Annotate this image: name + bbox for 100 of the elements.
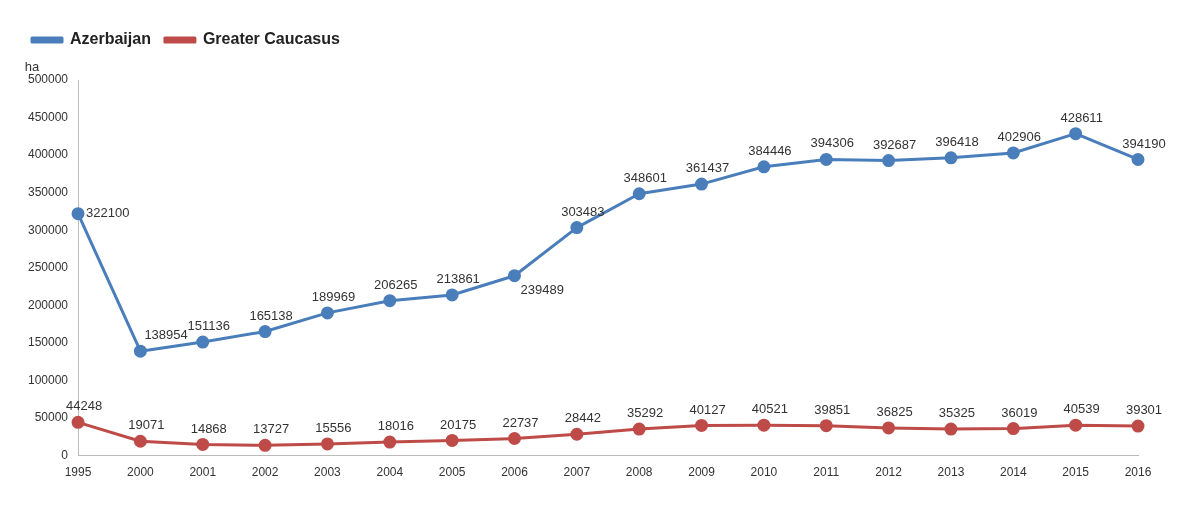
point: [944, 422, 958, 436]
x-tick-label: 2014: [999, 465, 1027, 480]
legend-label: Azerbaijan: [70, 30, 151, 48]
data-label: 13727: [253, 421, 290, 437]
y-axis-title: ha: [24, 59, 40, 75]
point: [71, 207, 85, 221]
x-tick-label: 2004: [376, 465, 404, 480]
point: [258, 325, 272, 339]
data-label: 396418: [935, 133, 979, 149]
x-tick-label: 2010: [750, 465, 778, 480]
point: [133, 344, 147, 358]
data-label: 303483: [561, 203, 605, 219]
point: [819, 419, 833, 433]
point: [757, 160, 771, 174]
x-tick-label: 2000: [127, 465, 155, 480]
data-label: 138954: [144, 327, 188, 343]
point: [196, 335, 210, 349]
point: [508, 269, 521, 283]
x-tick-label: 2006: [501, 465, 529, 480]
x-tick-label: 2009: [688, 465, 716, 480]
point: [882, 154, 896, 168]
data-label: 402906: [997, 129, 1041, 145]
point: [695, 418, 709, 432]
y-tick-label: 200000: [28, 297, 69, 312]
data-label: 19071: [128, 417, 165, 433]
point: [1069, 418, 1083, 432]
data-label: 394190: [1122, 135, 1166, 151]
y-tick-label: 150000: [28, 335, 69, 350]
point: [445, 433, 459, 447]
data-label: 151136: [187, 318, 230, 334]
x-tick-label: 2005: [438, 465, 466, 480]
x-tick-label: 2013: [937, 465, 965, 480]
data-label: 361437: [685, 160, 730, 176]
data-label: 22737: [502, 414, 539, 430]
point: [819, 152, 833, 166]
y-tick-label: 300000: [28, 222, 69, 237]
point: [757, 418, 771, 432]
x-tick-label: 2015: [1062, 465, 1090, 480]
data-label: 36825: [876, 404, 913, 420]
x-tick-label: 2007: [563, 465, 591, 480]
legend-label: Greater Caucasus: [202, 30, 340, 48]
data-label: 206265: [374, 276, 418, 292]
x-tick-label: 2011: [813, 465, 840, 480]
point: [944, 151, 958, 165]
point: [632, 187, 646, 201]
data-label: 213861: [436, 271, 480, 287]
data-label: 18016: [377, 418, 414, 434]
data-label: 239489: [520, 281, 564, 297]
data-label: 35325: [938, 405, 976, 421]
data-label: 392687: [872, 136, 917, 152]
data-label: 394306: [810, 135, 854, 151]
data-label: 20175: [440, 416, 477, 432]
y-tick-label: 450000: [28, 109, 69, 124]
data-label: 322100: [86, 205, 130, 221]
point: [695, 177, 709, 191]
data-label: 15556: [315, 419, 352, 435]
data-label: 14868: [190, 420, 227, 436]
data-label: 36019: [1001, 404, 1038, 420]
data-label: 165138: [249, 307, 293, 323]
x-tick-label: 2008: [625, 465, 653, 480]
point: [320, 437, 334, 451]
y-tick-label: 350000: [28, 184, 69, 199]
point: [196, 437, 210, 451]
point: [508, 432, 521, 446]
point: [445, 288, 459, 302]
x-tick-label: 1995: [64, 465, 92, 480]
point: [1006, 422, 1020, 436]
data-label: 348601: [623, 169, 667, 185]
y-tick-label: 500000: [28, 72, 69, 87]
x-tick-label: 2012: [875, 465, 903, 480]
x-tick-label: 2002: [251, 465, 279, 480]
data-label: 189969: [311, 288, 356, 304]
point: [570, 427, 584, 441]
point: [383, 294, 397, 308]
y-tick-label: 250000: [28, 260, 69, 275]
data-label: 35292: [627, 405, 664, 421]
x-tick-label: 2003: [314, 465, 342, 480]
data-label: 40127: [689, 401, 726, 417]
data-label: 40521: [751, 401, 788, 417]
data-label: 28442: [564, 410, 601, 426]
data-label: 384446: [748, 142, 792, 158]
point: [320, 306, 334, 320]
y-tick-label: 400000: [28, 147, 69, 162]
x-tick-label: 2016: [1124, 465, 1152, 480]
data-label: 39301: [1125, 402, 1163, 418]
point: [1131, 419, 1145, 433]
y-tick-label: 100000: [28, 372, 69, 387]
point: [632, 422, 646, 436]
data-label: 428611: [1060, 109, 1103, 125]
point: [133, 434, 147, 448]
data-label: 39851: [814, 401, 851, 417]
point: [882, 421, 896, 435]
point: [258, 438, 272, 452]
y-tick-label: 0: [61, 447, 69, 462]
point: [570, 221, 584, 235]
data-label: 40539: [1063, 401, 1100, 417]
x-tick-label: 2001: [189, 465, 217, 480]
point: [1069, 127, 1083, 141]
y-tick-label: 50000: [34, 410, 69, 425]
point: [71, 415, 85, 429]
